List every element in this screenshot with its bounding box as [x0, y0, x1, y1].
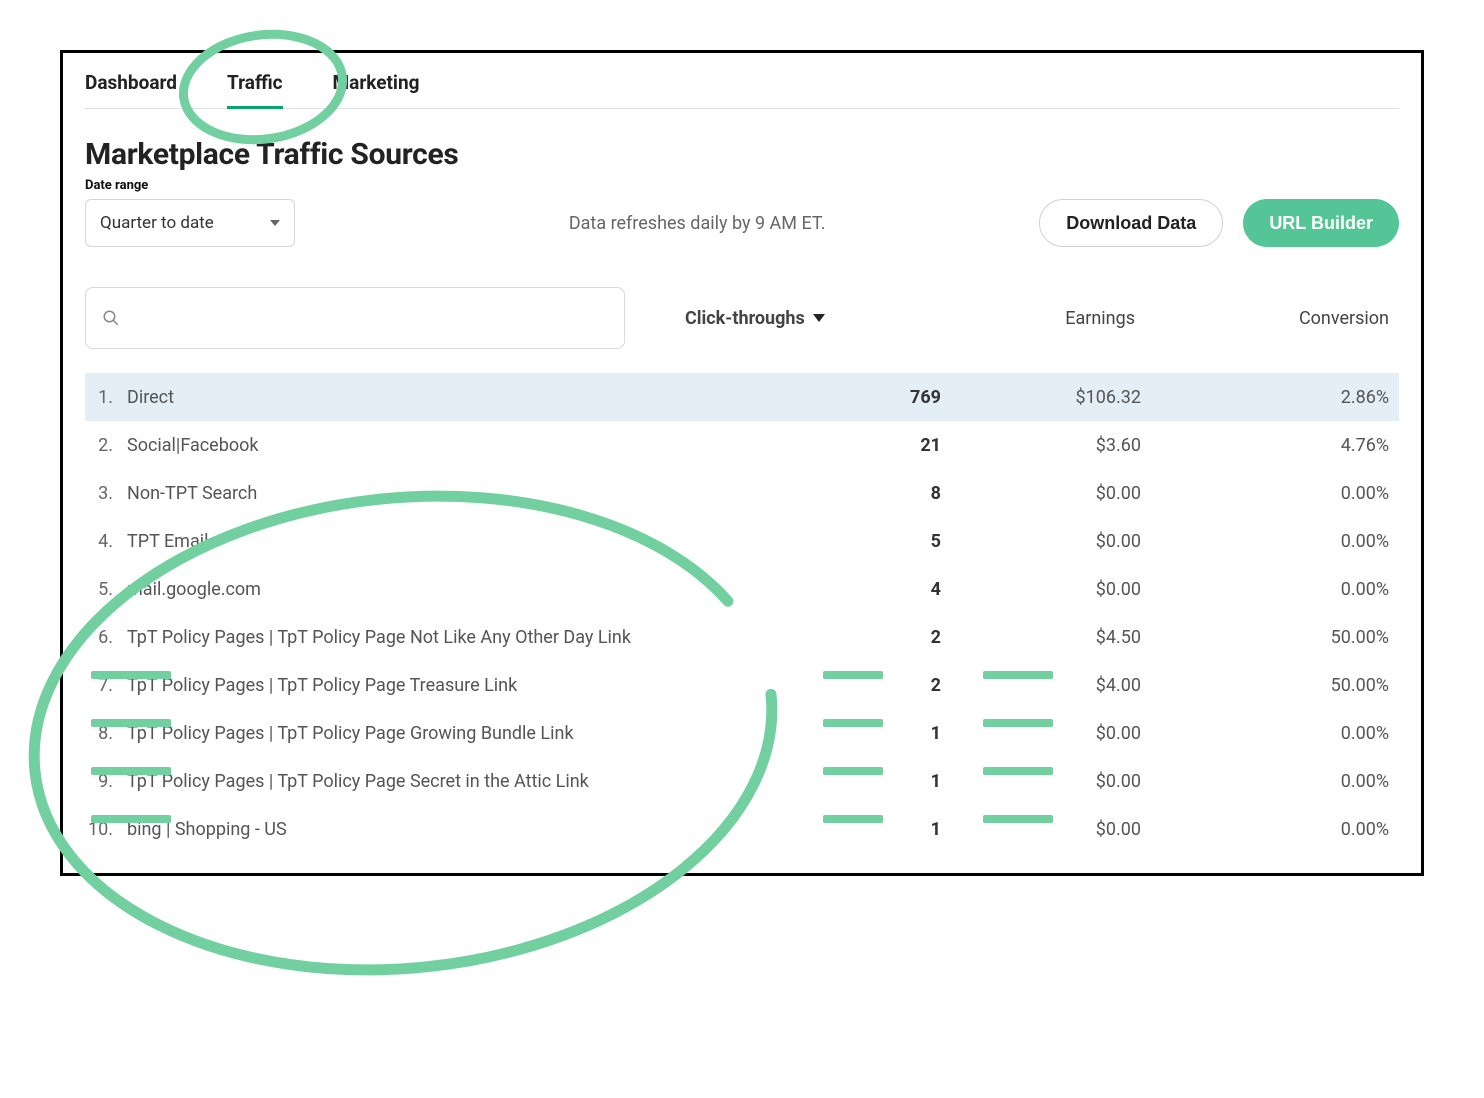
- sort-desc-icon: [813, 314, 825, 322]
- row-conversion: 0.00%: [1141, 483, 1399, 504]
- row-index: 8.: [85, 723, 121, 744]
- table-row[interactable]: 7.TpT Policy Pages | TpT Policy Page Tre…: [85, 661, 1399, 709]
- row-earnings: $106.32: [941, 387, 1141, 408]
- tab-traffic[interactable]: Traffic: [227, 71, 283, 108]
- row-index: 3.: [85, 483, 121, 504]
- row-earnings: $0.00: [941, 771, 1141, 792]
- column-conversion-label: Conversion: [1299, 308, 1389, 329]
- row-clicks: 1: [821, 723, 941, 744]
- row-clicks: 1: [821, 819, 941, 840]
- tab-dashboard[interactable]: Dashboard: [85, 71, 177, 108]
- page-title: Marketplace Traffic Sources: [85, 137, 1399, 172]
- column-clickthroughs[interactable]: Click-throughs: [625, 308, 935, 329]
- row-source: TpT Policy Pages | TpT Policy Page Secre…: [121, 771, 821, 792]
- row-earnings: $0.00: [941, 723, 1141, 744]
- row-source: Non-TPT Search: [121, 483, 821, 504]
- table-header-row: Click-throughs Earnings Conversion: [85, 287, 1399, 349]
- row-conversion: 0.00%: [1141, 819, 1399, 840]
- row-earnings: $3.60: [941, 435, 1141, 456]
- row-earnings: $0.00: [941, 483, 1141, 504]
- traffic-sources-table: 1.Direct769$106.322.86%2.Social|Facebook…: [85, 373, 1399, 853]
- row-earnings: $0.00: [941, 579, 1141, 600]
- row-index: 2.: [85, 435, 121, 456]
- row-clicks: 21: [821, 435, 941, 456]
- row-earnings: $4.00: [941, 675, 1141, 696]
- search-icon: [102, 309, 120, 327]
- row-source: bing | Shopping - US: [121, 819, 821, 840]
- row-conversion: 0.00%: [1141, 579, 1399, 600]
- row-clicks: 769: [821, 387, 941, 408]
- column-earnings[interactable]: Earnings: [935, 308, 1135, 329]
- url-builder-button[interactable]: URL Builder: [1243, 199, 1399, 247]
- row-index: 4.: [85, 531, 121, 552]
- search-input[interactable]: [85, 287, 625, 349]
- row-conversion: 0.00%: [1141, 771, 1399, 792]
- row-conversion: 4.76%: [1141, 435, 1399, 456]
- table-row[interactable]: 5.mail.google.com4$0.000.00%: [85, 565, 1399, 613]
- refresh-note: Data refreshes daily by 9 AM ET.: [315, 213, 1019, 234]
- table-row[interactable]: 2.Social|Facebook21$3.604.76%: [85, 421, 1399, 469]
- row-clicks: 8: [821, 483, 941, 504]
- row-conversion: 0.00%: [1141, 531, 1399, 552]
- row-earnings: $0.00: [941, 819, 1141, 840]
- date-range-label: Date range: [85, 178, 1399, 193]
- row-earnings: $4.50: [941, 627, 1141, 648]
- app-frame: Dashboard Traffic Marketing Marketplace …: [60, 50, 1424, 876]
- controls-row: Quarter to date Data refreshes daily by …: [85, 199, 1399, 247]
- row-source: Social|Facebook: [121, 435, 821, 456]
- tab-marketing[interactable]: Marketing: [333, 71, 420, 108]
- column-earnings-label: Earnings: [1065, 308, 1135, 329]
- row-conversion: 0.00%: [1141, 723, 1399, 744]
- row-conversion: 2.86%: [1141, 387, 1399, 408]
- column-clickthroughs-label: Click-throughs: [685, 308, 805, 329]
- table-row[interactable]: 1.Direct769$106.322.86%: [85, 373, 1399, 421]
- download-data-button[interactable]: Download Data: [1039, 199, 1223, 247]
- row-source: TpT Policy Pages | TpT Policy Page Growi…: [121, 723, 821, 744]
- row-source: TpT Policy Pages | TpT Policy Page Not L…: [121, 627, 821, 648]
- table-row[interactable]: 9.TpT Policy Pages | TpT Policy Page Sec…: [85, 757, 1399, 805]
- chevron-down-icon: [270, 220, 280, 226]
- row-source: TpT Policy Pages | TpT Policy Page Treas…: [121, 675, 821, 696]
- row-conversion: 50.00%: [1141, 627, 1399, 648]
- date-range-value: Quarter to date: [100, 213, 214, 233]
- table-row[interactable]: 3.Non-TPT Search8$0.000.00%: [85, 469, 1399, 517]
- row-clicks: 1: [821, 771, 941, 792]
- row-source: TPT Email: [121, 531, 821, 552]
- column-conversion[interactable]: Conversion: [1135, 308, 1399, 329]
- row-index: 9.: [85, 771, 121, 792]
- table-row[interactable]: 8.TpT Policy Pages | TpT Policy Page Gro…: [85, 709, 1399, 757]
- row-source: mail.google.com: [121, 579, 821, 600]
- table-row[interactable]: 10.bing | Shopping - US1$0.000.00%: [85, 805, 1399, 853]
- row-conversion: 50.00%: [1141, 675, 1399, 696]
- row-index: 1.: [85, 387, 121, 408]
- row-source: Direct: [121, 387, 821, 408]
- row-index: 10.: [85, 819, 121, 840]
- nav-tabs: Dashboard Traffic Marketing: [85, 53, 1399, 109]
- row-clicks: 2: [821, 675, 941, 696]
- row-clicks: 5: [821, 531, 941, 552]
- row-index: 5.: [85, 579, 121, 600]
- row-index: 7.: [85, 675, 121, 696]
- table-row[interactable]: 6.TpT Policy Pages | TpT Policy Page Not…: [85, 613, 1399, 661]
- table-row[interactable]: 4.TPT Email5$0.000.00%: [85, 517, 1399, 565]
- row-earnings: $0.00: [941, 531, 1141, 552]
- date-range-select[interactable]: Quarter to date: [85, 199, 295, 247]
- row-index: 6.: [85, 627, 121, 648]
- row-clicks: 2: [821, 627, 941, 648]
- row-clicks: 4: [821, 579, 941, 600]
